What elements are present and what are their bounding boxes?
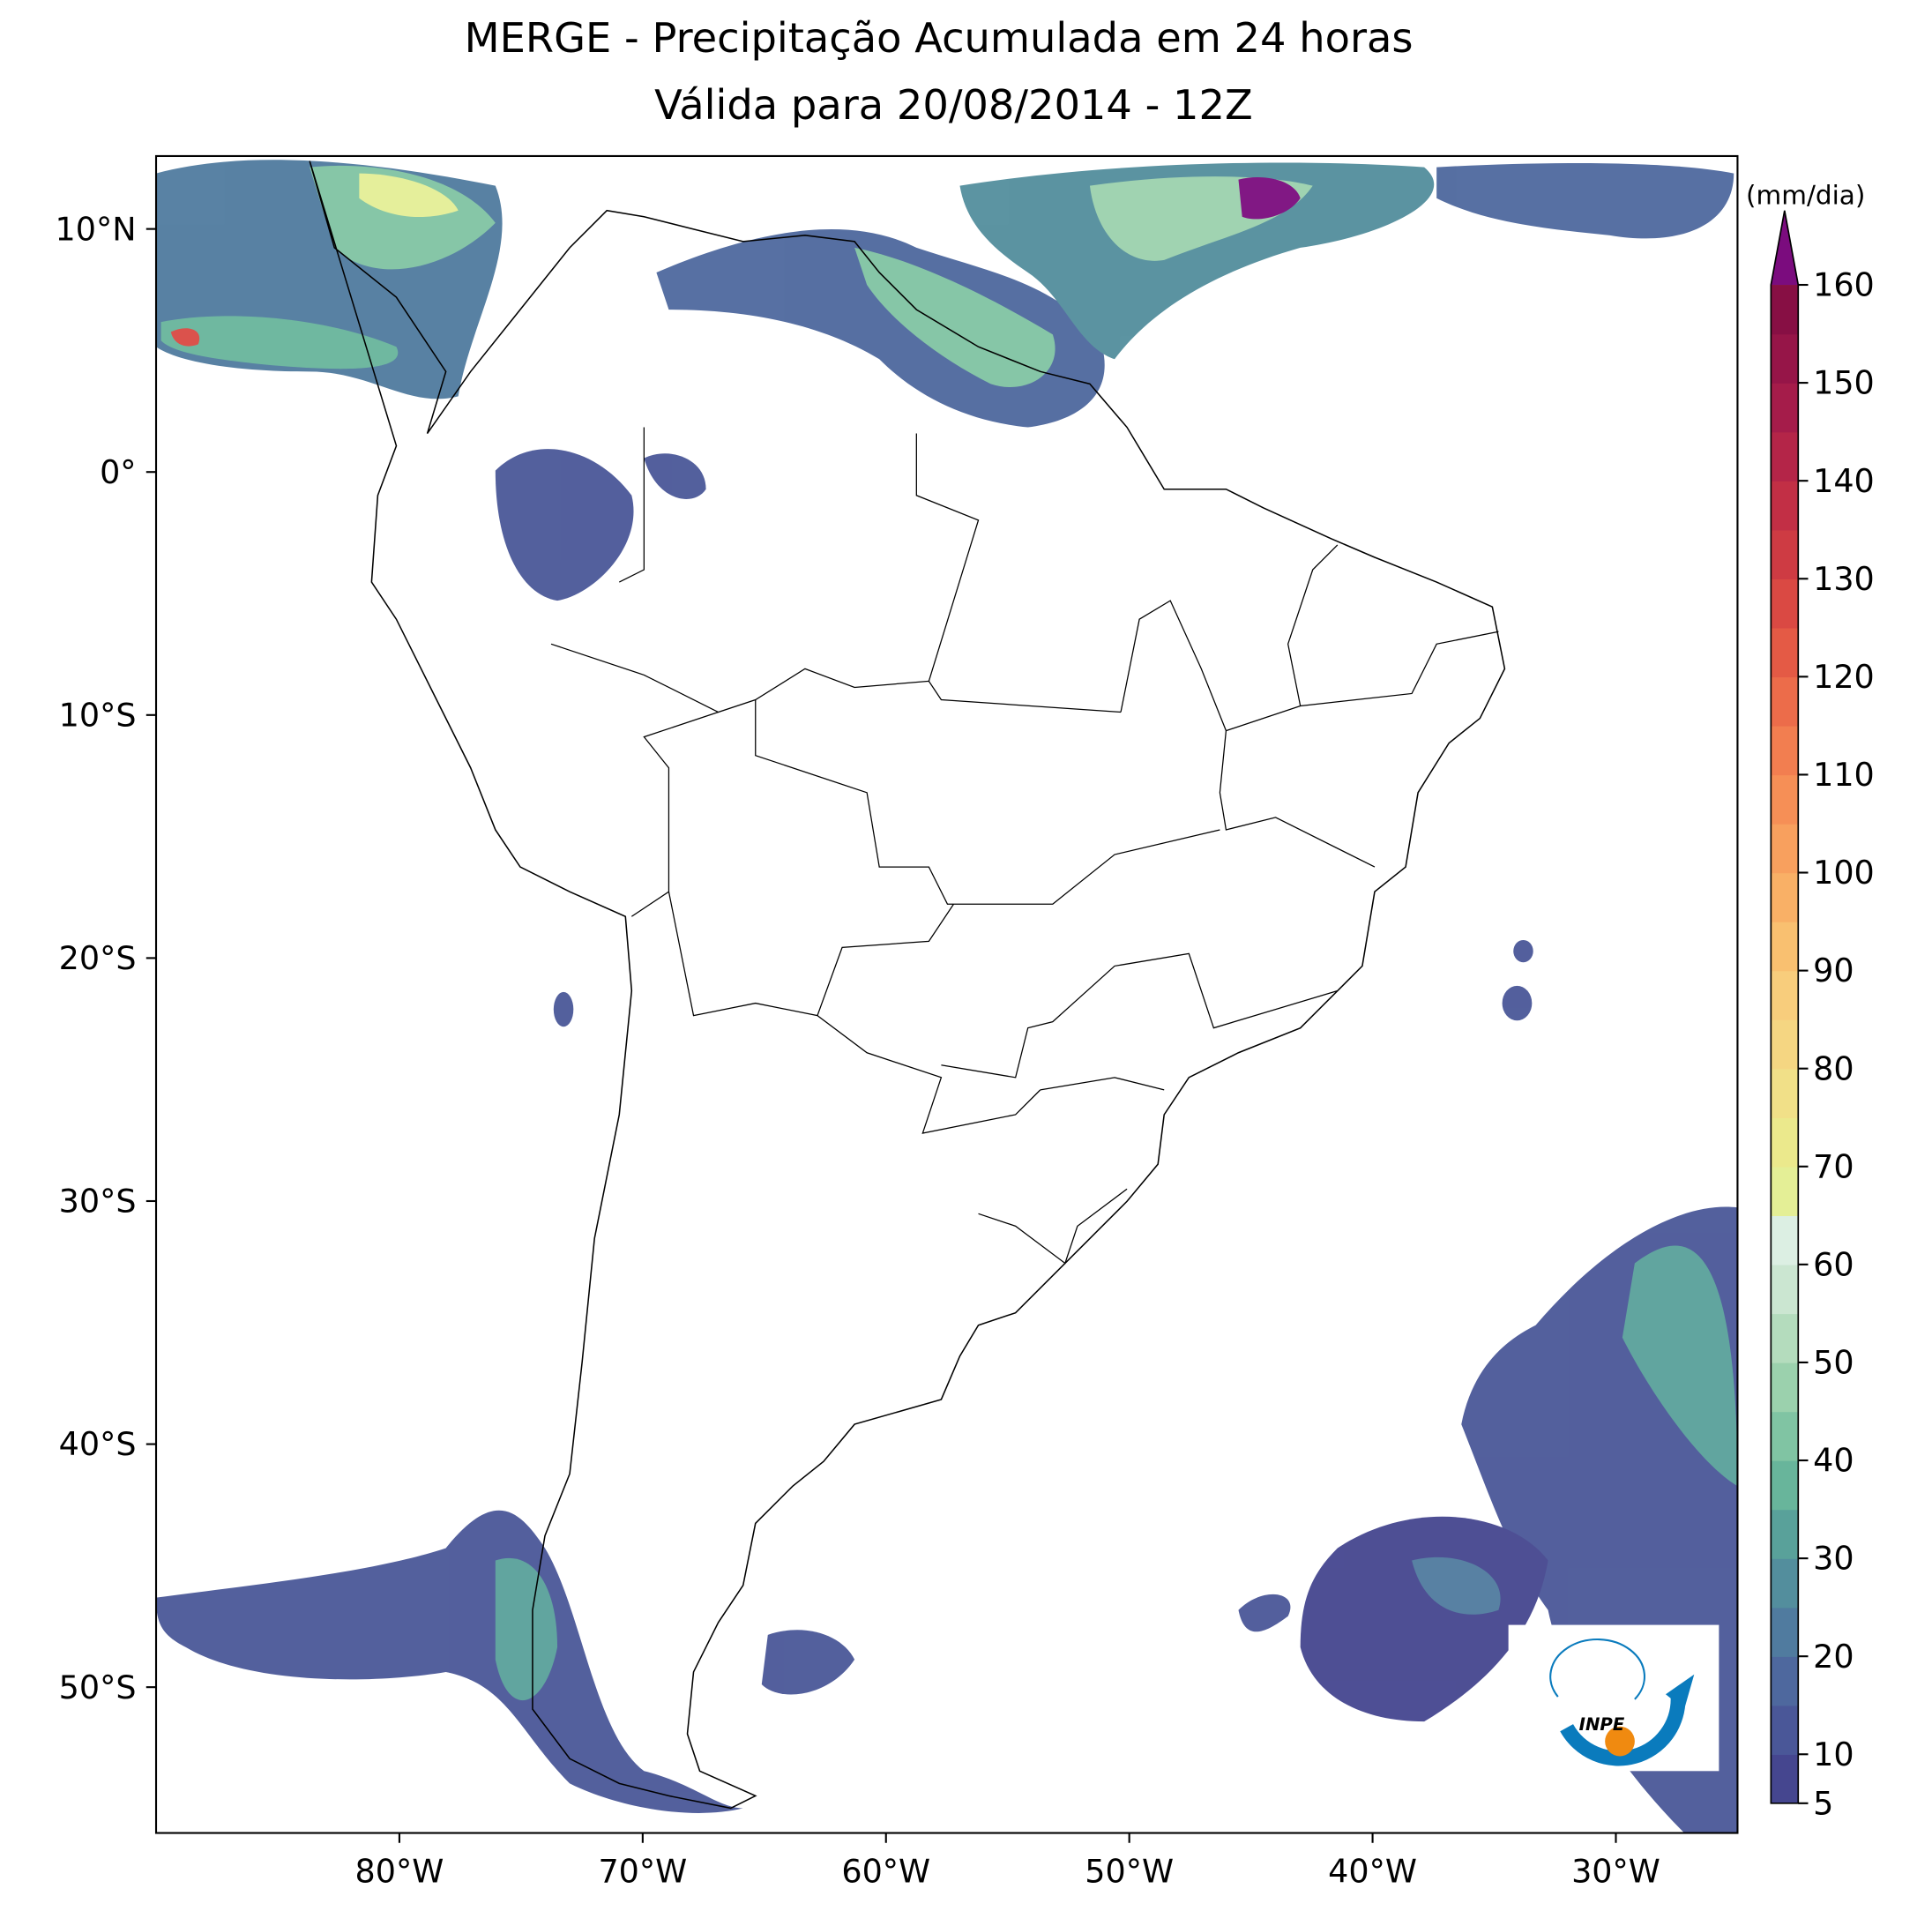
colorbar-band (1771, 1411, 1799, 1461)
inpe-logo: INPE (1508, 1624, 1719, 1772)
colorbar-band (1771, 1117, 1799, 1168)
colorbar-band (1771, 627, 1799, 678)
colorbar-frame (1770, 210, 1800, 1804)
colorbar-band (1771, 529, 1799, 579)
colorbar-tick-label: 80 (1813, 1049, 1854, 1087)
x-tick-label: 30°W (1571, 1853, 1660, 1891)
colorbar-tick-label: 130 (1813, 560, 1875, 598)
colorbar-tick-label: 100 (1813, 854, 1875, 892)
map-area (156, 155, 1738, 1833)
y-tick-label: 40°S (59, 1425, 137, 1463)
colorbar-tick-label: 120 (1813, 658, 1875, 696)
colorbar-band (1771, 1705, 1799, 1755)
y-tick-label: 10°N (56, 210, 137, 248)
colorbar-band (1771, 1362, 1799, 1413)
y-tick-label: 10°S (59, 696, 137, 734)
colorbar-band (1771, 1558, 1799, 1609)
title-line-2: Válida para 20/08/2014 - 12Z (654, 81, 1253, 129)
colorbar-band (1771, 725, 1799, 776)
colorbar-tick-label: 90 (1813, 952, 1854, 989)
y-tick-label: 0° (100, 453, 136, 491)
colorbar-band (1771, 823, 1799, 874)
colorbar-extend (1771, 210, 1799, 286)
colorbar-band (1771, 1607, 1799, 1657)
x-tick-label: 50°W (1085, 1853, 1174, 1891)
logo-text: INPE (1579, 1714, 1625, 1735)
y-tick-label: 20°S (59, 939, 137, 977)
colorbar-tick-label: 40 (1813, 1442, 1854, 1480)
colorbar-tick-label: 160 (1813, 266, 1875, 304)
colorbar-band (1771, 333, 1799, 384)
colorbar-band (1771, 1460, 1799, 1511)
colorbar-band (1771, 1215, 1799, 1265)
colorbar-band (1771, 676, 1799, 727)
colorbar-band (1771, 774, 1799, 825)
colorbar-band (1771, 1019, 1799, 1070)
colorbar-band (1771, 1754, 1799, 1804)
x-tick-label: 40°W (1328, 1853, 1417, 1891)
x-tick-label: 70°W (598, 1853, 687, 1891)
colorbar-tick-label: 5 (1813, 1784, 1833, 1822)
colorbar-band (1771, 1068, 1799, 1118)
colorbar-tick-label: 20 (1813, 1638, 1854, 1676)
y-tick-label: 50°S (59, 1668, 137, 1706)
colorbar-tick-label: 70 (1813, 1147, 1854, 1185)
colorbar-band (1771, 383, 1799, 433)
coastline (309, 160, 1506, 1810)
map-frame (154, 154, 1739, 1834)
colorbar-band (1771, 970, 1799, 1020)
colorbar-band (1771, 431, 1799, 481)
colorbar-band (1771, 579, 1799, 629)
colorbar-tick-label: 30 (1813, 1540, 1854, 1578)
colorbar-band (1771, 1313, 1799, 1363)
x-tick-label: 80°W (355, 1853, 444, 1891)
colorbar-band (1771, 1264, 1799, 1315)
colorbar-band (1771, 1656, 1799, 1706)
y-tick-label: 30°S (59, 1183, 137, 1221)
colorbar-tick-label: 50 (1813, 1344, 1854, 1382)
colorbar-unit: (mm/dia) (1746, 181, 1865, 211)
colorbar-band (1771, 872, 1799, 922)
colorbar-band (1771, 1509, 1799, 1559)
precip-fields (156, 160, 1738, 1833)
colorbar-band (1771, 1166, 1799, 1217)
colorbar-tick-label: 150 (1813, 364, 1875, 402)
borders (550, 427, 1499, 1265)
colorbar-tick-label: 110 (1813, 756, 1875, 794)
title-line-1: MERGE - Precipitação Acumulada em 24 hor… (465, 14, 1414, 62)
colorbar-tick-label: 10 (1813, 1736, 1854, 1773)
x-tick-label: 60°W (841, 1853, 930, 1891)
colorbar-band (1771, 285, 1799, 335)
colorbar-band (1771, 481, 1799, 531)
colorbar-band (1771, 922, 1799, 972)
colorbar-tick-label: 60 (1813, 1245, 1854, 1283)
colorbar-tick-label: 140 (1813, 462, 1875, 500)
